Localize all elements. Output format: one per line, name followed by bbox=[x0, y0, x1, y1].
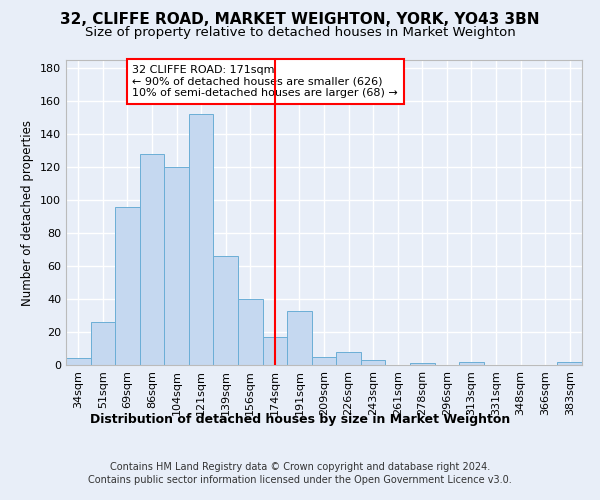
Bar bbox=[214, 256, 238, 365]
Bar bbox=[410, 364, 434, 365]
Bar bbox=[459, 362, 484, 365]
Bar bbox=[140, 154, 164, 365]
Bar bbox=[336, 352, 361, 365]
Bar bbox=[66, 358, 91, 365]
Bar bbox=[164, 167, 189, 365]
Bar bbox=[361, 360, 385, 365]
Text: Size of property relative to detached houses in Market Weighton: Size of property relative to detached ho… bbox=[85, 26, 515, 39]
Text: Contains HM Land Registry data © Crown copyright and database right 2024.: Contains HM Land Registry data © Crown c… bbox=[110, 462, 490, 472]
Text: 32 CLIFFE ROAD: 171sqm
← 90% of detached houses are smaller (626)
10% of semi-de: 32 CLIFFE ROAD: 171sqm ← 90% of detached… bbox=[133, 65, 398, 98]
Bar bbox=[238, 299, 263, 365]
Bar bbox=[312, 357, 336, 365]
Bar bbox=[91, 322, 115, 365]
Bar bbox=[557, 362, 582, 365]
Bar bbox=[287, 310, 312, 365]
Bar bbox=[263, 337, 287, 365]
Text: Contains public sector information licensed under the Open Government Licence v3: Contains public sector information licen… bbox=[88, 475, 512, 485]
Bar bbox=[189, 114, 214, 365]
Y-axis label: Number of detached properties: Number of detached properties bbox=[22, 120, 34, 306]
Bar bbox=[115, 206, 140, 365]
Text: Distribution of detached houses by size in Market Weighton: Distribution of detached houses by size … bbox=[90, 412, 510, 426]
Text: 32, CLIFFE ROAD, MARKET WEIGHTON, YORK, YO43 3BN: 32, CLIFFE ROAD, MARKET WEIGHTON, YORK, … bbox=[60, 12, 540, 28]
